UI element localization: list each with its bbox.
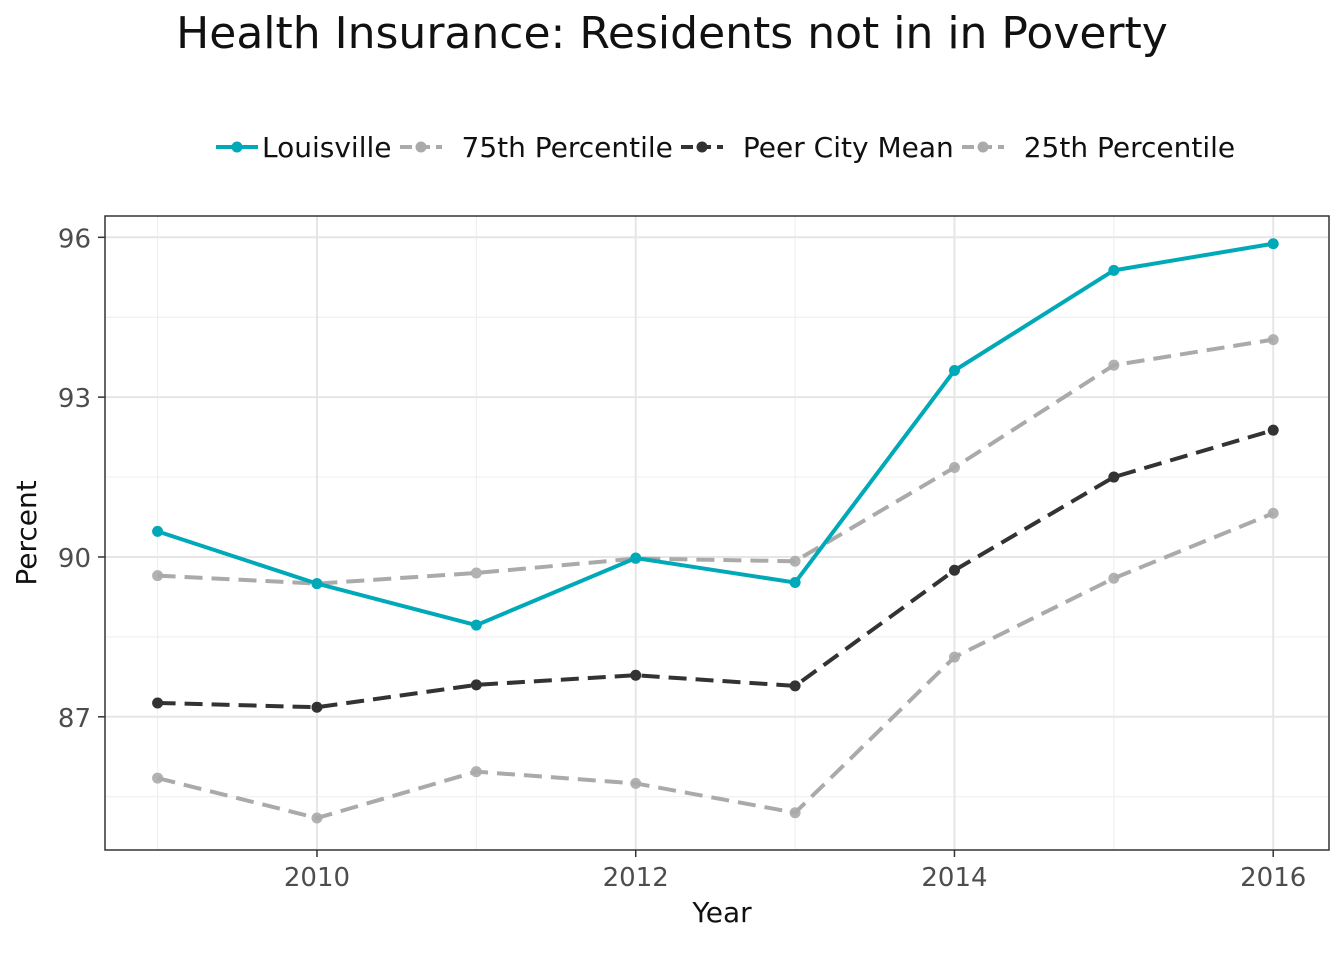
- data-point-75th-percentile: [1108, 359, 1120, 371]
- data-point-75th-percentile: [152, 570, 164, 582]
- data-point-peer-city-mean: [311, 701, 323, 713]
- legend-key-25th-percentile: [961, 141, 1004, 153]
- x-tick-label: 2014: [921, 863, 987, 893]
- legend-item-75th-percentile: 75th Percentile: [398, 131, 673, 164]
- data-point-25th-percentile: [311, 812, 323, 824]
- data-point-25th-percentile: [1108, 572, 1120, 584]
- y-tick-label: 87: [58, 704, 91, 734]
- x-tick-label: 2016: [1240, 863, 1306, 893]
- data-point-louisville: [1108, 264, 1120, 276]
- data-point-louisville: [1267, 238, 1279, 250]
- data-point-louisville: [948, 365, 960, 377]
- legend-item-25th-percentile: 25th Percentile: [960, 131, 1235, 164]
- chart-title: Health Insurance: Residents not in in Po…: [176, 8, 1168, 59]
- data-point-75th-percentile: [948, 461, 960, 473]
- legend-label: Peer City Mean: [742, 130, 954, 164]
- y-axis-label: Percent: [10, 480, 43, 585]
- legend-key-75th-percentile: [399, 141, 442, 153]
- x-tick-label: 2012: [603, 863, 669, 893]
- y-tick-label: 96: [58, 224, 91, 254]
- data-point-peer-city-mean: [1267, 424, 1279, 436]
- y-tick-label: 93: [58, 384, 91, 414]
- x-tick-label: 2010: [284, 863, 350, 893]
- data-point-louisville: [311, 578, 323, 590]
- data-point-louisville: [789, 577, 801, 589]
- legend-item-peer-city-mean: Peer City Mean: [679, 131, 954, 164]
- chart-title-wrap: Health Insurance: Residents not in in Po…: [0, 0, 1344, 70]
- y-tick-label: 90: [58, 544, 91, 574]
- data-point-peer-city-mean: [948, 564, 960, 576]
- series-line-75th-percentile: [157, 337, 1274, 586]
- data-point-louisville: [470, 619, 482, 631]
- data-point-75th-percentile: [470, 567, 482, 579]
- legend-label: 25th Percentile: [1023, 130, 1236, 164]
- legend-key-louisville: [216, 141, 258, 153]
- data-point-peer-city-mean: [1108, 471, 1120, 483]
- data-point-25th-percentile: [948, 651, 960, 663]
- data-point-75th-percentile: [789, 555, 801, 567]
- data-point-25th-percentile: [1267, 507, 1279, 519]
- legend-item-louisville: Louisville: [214, 131, 392, 164]
- x-axis-label: Year: [691, 896, 752, 929]
- data-point-louisville: [630, 552, 642, 564]
- legend-label: Louisville: [262, 130, 392, 164]
- data-point-25th-percentile: [789, 807, 801, 819]
- data-point-25th-percentile: [152, 772, 164, 784]
- series-line-louisville: [156, 241, 1274, 628]
- data-point-peer-city-mean: [470, 679, 482, 691]
- chart-legend: Louisville 75th Percentile Peer City Mean 2…: [214, 124, 1241, 170]
- legend-key-peer-city-mean: [680, 141, 723, 153]
- series-line-25th-percentile: [157, 511, 1274, 821]
- data-point-peer-city-mean: [152, 697, 164, 709]
- data-point-peer-city-mean: [630, 669, 642, 681]
- plot-panel-border: [104, 215, 1330, 851]
- data-point-peer-city-mean: [789, 680, 801, 692]
- data-point-75th-percentile: [1267, 334, 1279, 346]
- data-point-25th-percentile: [630, 777, 642, 789]
- legend-label: 75th Percentile: [461, 130, 673, 164]
- data-point-25th-percentile: [470, 766, 482, 778]
- data-point-louisville: [152, 525, 164, 537]
